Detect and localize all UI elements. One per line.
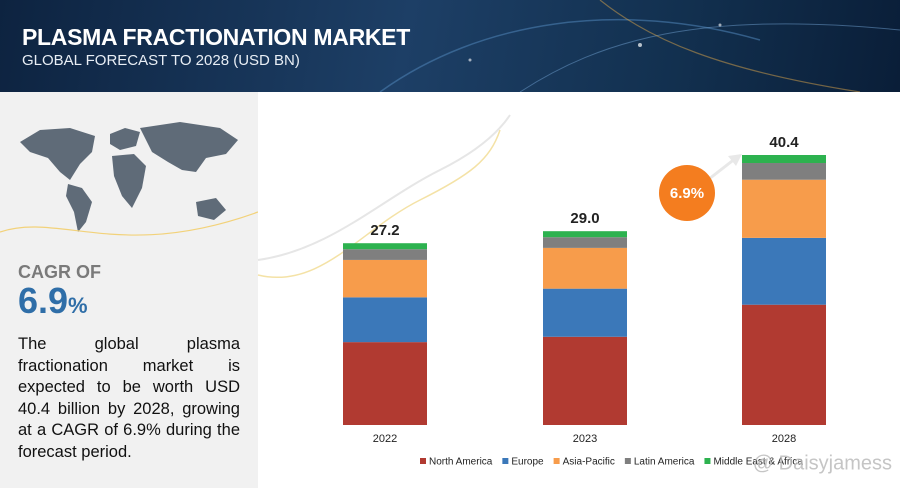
growth-arrowhead (728, 154, 742, 166)
summary-panel (0, 92, 258, 488)
bar-segment (742, 179, 826, 238)
bar-segment (543, 231, 627, 238)
bar-segment (343, 243, 427, 250)
bar-segment (343, 249, 427, 260)
total-label: 40.4 (769, 134, 799, 151)
legend-label: Latin America (634, 457, 695, 468)
watermark: @ Daisyjamess (753, 452, 892, 474)
total-label: 29.0 (570, 210, 599, 227)
legend-label: Middle East & Africa (713, 457, 803, 468)
growth-badge (659, 165, 715, 221)
cagr-number: 6.9 (18, 280, 69, 321)
total-label: 27.2 (370, 222, 399, 239)
header: PLASMA FRACTIONATION MARKET GLOBAL FOREC… (0, 0, 900, 92)
growth-badge-label: 6.9% (670, 185, 704, 202)
description: The global plasma fractionation market i… (18, 335, 240, 461)
cagr-value: 6.9% (18, 280, 88, 322)
world-map (0, 122, 258, 236)
subtitle: GLOBAL FORECAST TO 2028 (USD BN) (22, 52, 300, 69)
x-tick-label: 2023 (573, 433, 597, 445)
bar-segment (742, 163, 826, 180)
legend-swatch (420, 458, 426, 464)
decor-curve (257, 129, 501, 278)
bar-segment (343, 297, 427, 343)
legend-swatch (553, 458, 560, 464)
bar-segment (543, 237, 627, 248)
legend-swatch (502, 458, 509, 464)
bar-segment (343, 342, 427, 425)
bar-segment (543, 247, 627, 289)
x-tick-label: 2028 (772, 433, 796, 445)
header-decoration (379, 0, 900, 92)
bar-segment (543, 288, 627, 337)
legend-label: Europe (511, 457, 544, 468)
bar-segment (742, 155, 826, 164)
x-tick-label: 2022 (373, 433, 397, 445)
legend-swatch (624, 458, 631, 464)
cagr-label: CAGR OF (18, 262, 101, 282)
bar-segment (742, 304, 826, 425)
cagr-unit: % (68, 293, 88, 318)
legend-label: North America (429, 457, 493, 468)
decor-curve (257, 114, 511, 261)
legend-swatch (704, 458, 711, 464)
legend-label: Asia-Pacific (563, 457, 615, 468)
bar-segment (543, 336, 627, 425)
bar-segment (343, 259, 427, 298)
bar-segment (742, 237, 826, 305)
title: PLASMA FRACTIONATION MARKET (22, 24, 410, 50)
